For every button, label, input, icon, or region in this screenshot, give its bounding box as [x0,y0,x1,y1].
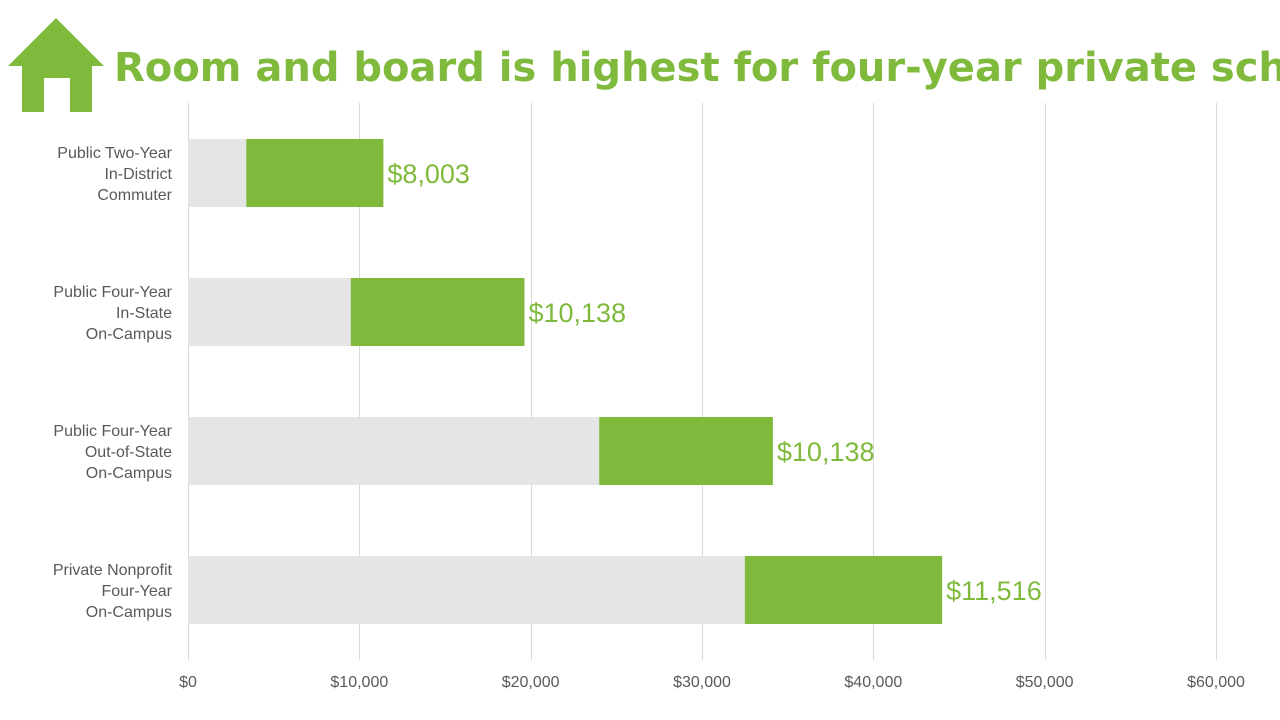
chart-title-group: Room and board is highest for four-year … [8,18,1280,112]
category-label: Private Nonprofit [53,562,173,579]
chart-title: Room and board is highest for four-year … [114,45,1280,91]
category-label: Public Four-Year [53,284,172,301]
category-label: Public Four-Year [53,423,172,440]
bar-base-segment [188,417,600,485]
data-label: $10,138 [777,437,875,467]
category-label: Out-of-State [85,444,172,461]
bar-base-segment [188,139,247,207]
bar-room-board-segment [246,139,384,207]
x-axis-tick-labels: $0 $10,000 $20,000 $30,000 $40,000 $50,000 $60… [179,674,1245,691]
category-labels: Public Two-Year In-District Commuter Public… [53,145,173,621]
data-label: $11,516 [946,576,1042,606]
bar-room-board-segment [350,278,525,346]
category-label: In-State [116,305,172,322]
x-tick-label: $10,000 [330,674,388,691]
category-label: On-Campus [86,465,172,482]
x-tick-label: $20,000 [502,674,560,691]
category-label: In-District [104,166,172,183]
x-tick-label: $40,000 [844,674,902,691]
data-label: $10,138 [528,298,626,328]
category-label: On-Campus [86,604,172,621]
bars: $8,003 $10,138 $10,138 $11,516 [188,139,1042,624]
x-tick-label: $0 [179,674,197,691]
data-label: $8,003 [387,159,470,189]
bar-room-board-segment [744,556,943,624]
category-label: Public Two-Year [57,145,172,162]
category-label: Four-Year [101,583,172,600]
house-icon [8,18,104,112]
bar-room-board-segment [599,417,773,485]
category-label: On-Campus [86,326,172,343]
x-tick-label: $30,000 [673,674,731,691]
x-tick-label: $60,000 [1187,674,1245,691]
bar-base-segment [188,556,745,624]
bar-base-segment [188,278,351,346]
x-tick-label: $50,000 [1016,674,1074,691]
category-label: Commuter [97,187,172,204]
